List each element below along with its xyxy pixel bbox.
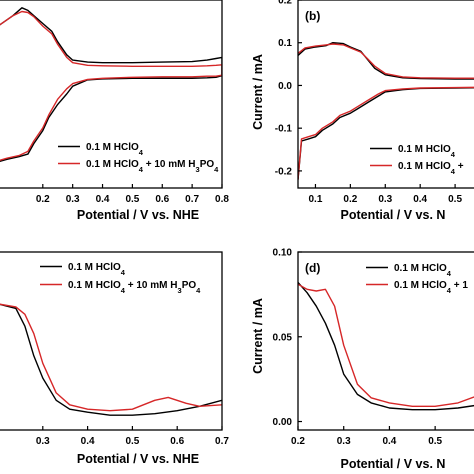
panel-a-legend-label: 0.1 M HClO4 [86, 142, 144, 157]
panel-b-xtick-label: 0.3 [378, 194, 392, 205]
panel-c-series-red [0, 303, 222, 412]
panel-c-series-black [0, 303, 222, 416]
panel-b-series-black [298, 42, 474, 180]
panel-b-y-axis-label: Current / mA [251, 54, 265, 130]
panel-a-xtick-label: 0.7 [185, 194, 199, 205]
panel-d-series-black [298, 282, 474, 411]
panel-b-ytick-label: -0.2 [275, 166, 293, 177]
panel-c-xtick-label: 0.6 [170, 436, 184, 447]
panel-b-ytick-label: 0.2 [278, 0, 292, 7]
panel-a-xtick-label: 0.2 [36, 194, 50, 205]
panel-d-x-axis-label: Potential / V vs. N [341, 457, 446, 471]
panel-b-panel-label: (b) [305, 9, 320, 23]
panel-b-ytick-label: 0.0 [278, 81, 292, 92]
panel-b-xtick-label: 0.4 [413, 194, 427, 205]
panel-a-xtick-label: 0.3 [66, 194, 80, 205]
panel-b-x-axis-label: Potential / V vs. N [341, 208, 446, 222]
panel-b-ytick-label: -0.1 [275, 124, 293, 135]
panel-a-xtick-label: 0.4 [96, 194, 110, 205]
panel-b-xtick-label: 0.5 [448, 194, 462, 205]
panel-a-legend-label: 0.1 M HClO4 + 10 mM H3PO4 [86, 159, 219, 174]
panel-d-ytick-label: 0.05 [273, 332, 293, 343]
panel-a-x-axis-label: Potential / V vs. NHE [77, 208, 199, 222]
panel-b-xtick-label: 0.1 [309, 194, 323, 205]
panel-c-xtick-label: 0.3 [36, 436, 50, 447]
panel-b-axes-frame [297, 0, 474, 189]
panel-d-xtick-label: 0.2 [291, 436, 305, 447]
panel-c-xtick-label: 0.5 [125, 436, 139, 447]
panel-d-series-red [298, 283, 474, 407]
panel-c-xtick-label: 0.4 [81, 436, 95, 447]
panel-a-xtick-label: 0.6 [155, 194, 169, 205]
panel-b-legend-label: 0.1 M HClO4 [398, 144, 456, 159]
panel-d-y-axis-label: Current / mA [251, 298, 265, 374]
panel-a-series-black [0, 7, 222, 163]
panel-b-legend-label: 0.1 M HClO4 + [398, 161, 464, 176]
panel-d-ytick-label: 0.10 [273, 248, 293, 259]
panel-b-xtick-label: 0.2 [343, 194, 357, 205]
panel-c-legend-label: 0.1 M HClO4 [68, 262, 126, 277]
panel-c-xtick-label: 0.7 [215, 436, 229, 447]
panel-a-xtick-label: 0.8 [215, 194, 229, 205]
panel-d-legend-label: 0.1 M HClO4 [394, 263, 452, 278]
panel-d-xtick-label: 0.5 [428, 436, 442, 447]
panel-a-axes-frame [0, 0, 223, 189]
panel-d-legend-label: 0.1 M HClO4 + 1 [394, 280, 468, 295]
panel-b-series-red [298, 43, 474, 180]
panel-a-xtick-label: 0.5 [125, 194, 139, 205]
panel-a-series-red [0, 10, 222, 161]
panel-d-xtick-label: 0.4 [382, 436, 396, 447]
panel-d-panel-label: (d) [305, 261, 320, 275]
panel-d-axes-frame [297, 251, 474, 431]
panel-c-legend-label: 0.1 M HClO4 + 10 mM H3PO4 [68, 280, 201, 295]
panel-d-ytick-label: 0.00 [273, 417, 293, 428]
panel-c-x-axis-label: Potential / V vs. NHE [77, 452, 199, 466]
panel-c-axes-frame [0, 251, 223, 431]
panel-b-ytick-label: 0.1 [278, 38, 292, 49]
panel-d-xtick-label: 0.3 [337, 436, 351, 447]
